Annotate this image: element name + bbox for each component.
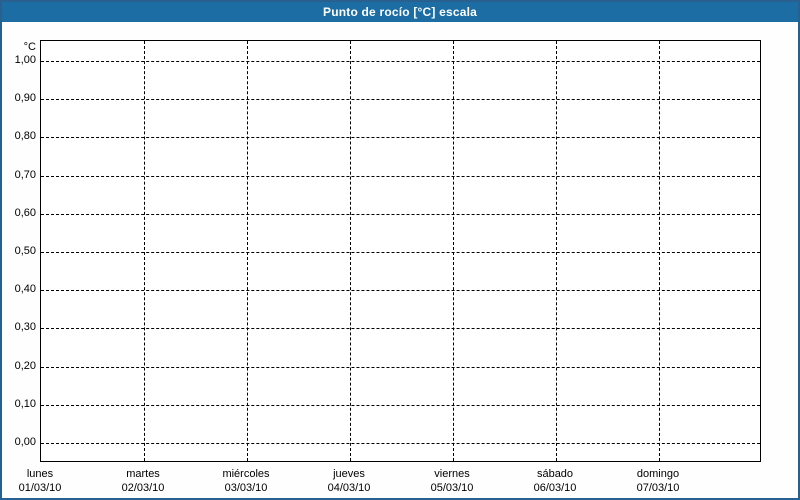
x-day-label: viernes <box>434 468 470 480</box>
x-date-label: 01/03/10 <box>18 482 62 494</box>
x-day-label: martes <box>126 468 160 480</box>
y-tick-label: 0,00 <box>14 436 36 448</box>
plot-area <box>40 40 761 462</box>
h-gridline <box>41 213 760 215</box>
v-gridline <box>144 41 145 461</box>
v-gridline <box>247 41 248 461</box>
h-gridline <box>41 137 760 139</box>
y-tick-label: 1,00 <box>14 54 36 66</box>
h-gridline <box>41 290 760 292</box>
h-gridline <box>41 366 760 368</box>
v-gridline <box>659 41 660 461</box>
chart-title-bar: Punto de rocío [°C] escala <box>2 2 798 22</box>
x-day-label: domingo <box>636 468 680 480</box>
v-gridline <box>350 41 351 461</box>
x-day-label: sábado <box>536 468 574 480</box>
x-date-label: 06/03/10 <box>533 482 577 494</box>
x-date-label: 04/03/10 <box>327 482 371 494</box>
h-gridline <box>41 443 760 444</box>
y-tick-label: 0,90 <box>14 92 36 105</box>
h-gridline <box>41 61 760 62</box>
x-day-label: lunes <box>26 468 54 480</box>
y-tick-label: 0,20 <box>14 359 36 372</box>
y-tick-label: 0,30 <box>14 321 36 334</box>
h-gridline <box>41 99 760 101</box>
x-date-label: 03/03/10 <box>224 482 268 494</box>
x-day-label: jueves <box>333 468 365 480</box>
y-axis-unit-label: °C <box>23 41 36 53</box>
y-tick-label: 0,40 <box>14 283 36 296</box>
y-tick-label: 0,70 <box>14 168 36 181</box>
chart-title: Punto de rocío [°C] escala <box>322 5 478 19</box>
h-gridline <box>41 328 760 330</box>
h-gridline <box>41 252 760 253</box>
y-tick-label: 0,60 <box>14 206 36 219</box>
x-date-label: 02/03/10 <box>121 482 165 494</box>
y-tick-label: 0,50 <box>14 245 36 257</box>
h-gridline <box>41 404 760 406</box>
v-gridline <box>453 41 454 461</box>
v-gridline <box>556 41 557 461</box>
y-tick-label: 0,80 <box>14 130 36 143</box>
x-day-label: miércoles <box>222 468 270 480</box>
x-date-label: 05/03/10 <box>430 482 474 494</box>
h-gridline <box>41 175 760 177</box>
x-date-label: 07/03/10 <box>636 482 680 494</box>
y-tick-label: 0,10 <box>14 397 36 410</box>
